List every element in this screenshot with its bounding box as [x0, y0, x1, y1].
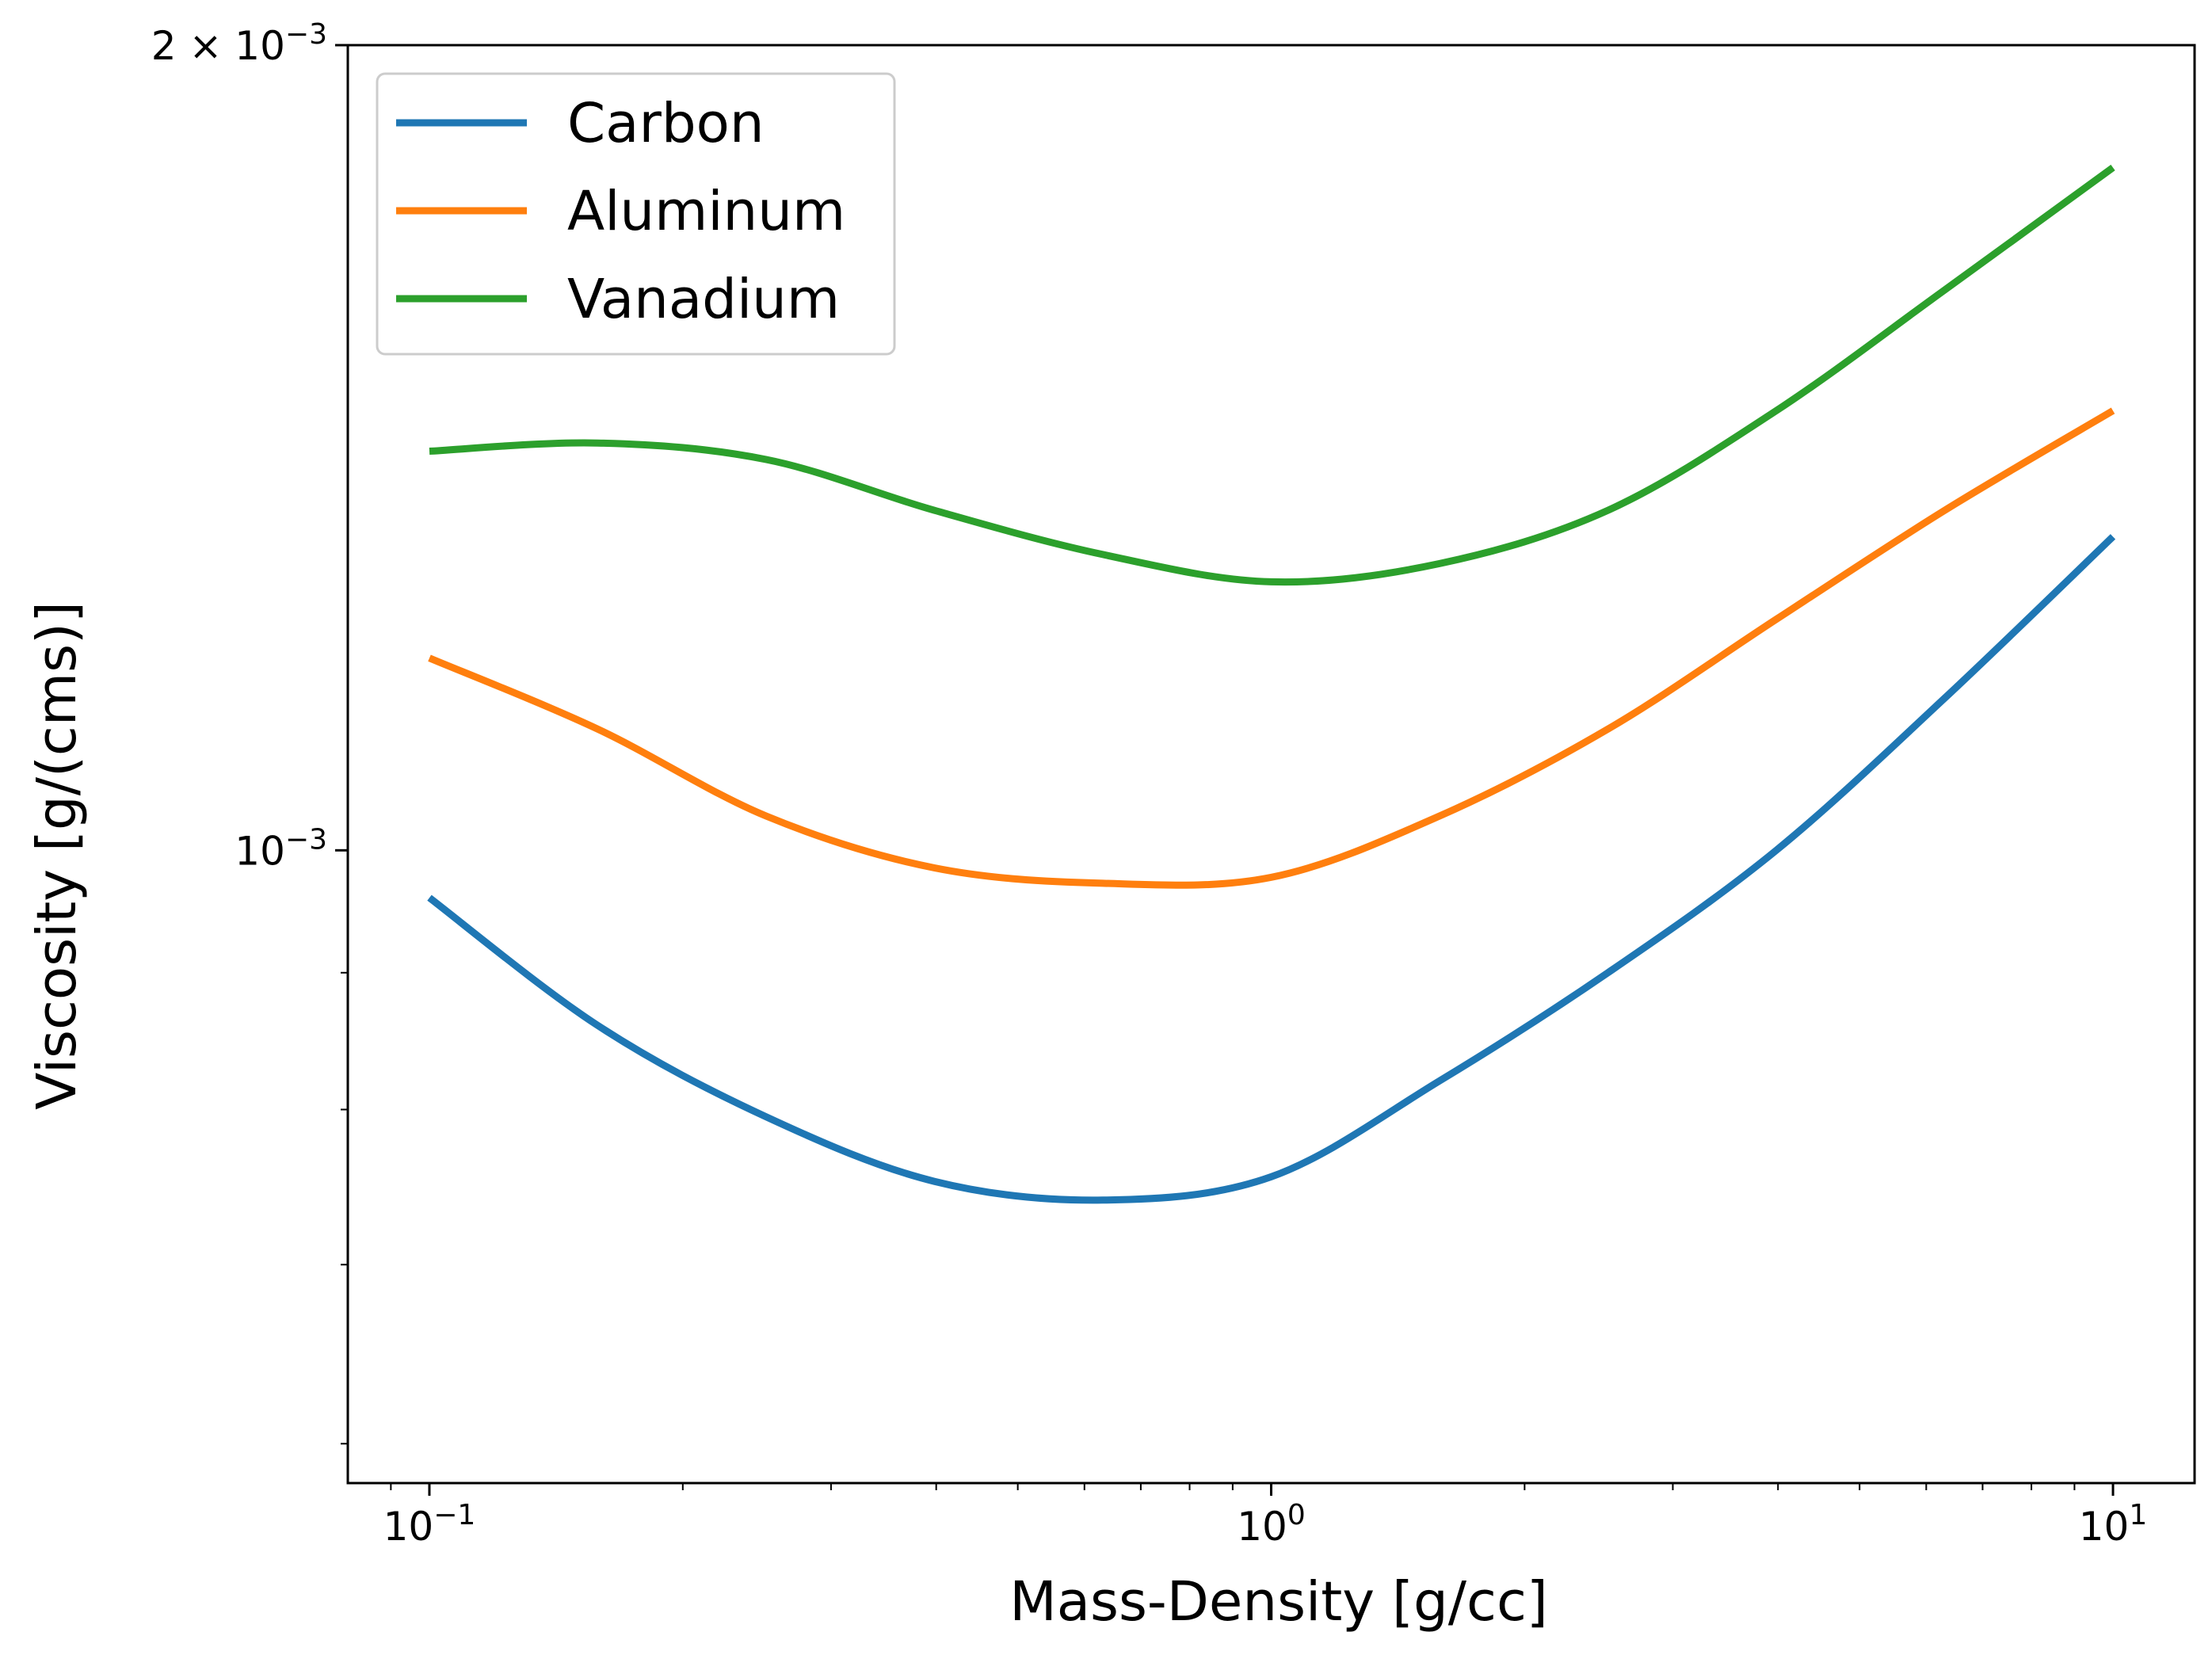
- y-axis: 10−3 2 × 10−3: [151, 18, 348, 1445]
- x-tick-label: 10−1: [383, 1499, 476, 1550]
- legend-label-carbon: Carbon: [567, 92, 765, 155]
- x-axis: 10−1 100 101: [383, 1483, 2148, 1550]
- y-tick-label: 10−3: [235, 823, 327, 874]
- y-tick-label: 2 × 10−3: [151, 18, 327, 69]
- x-tick-label: 100: [1237, 1499, 1306, 1550]
- x-tick-label: 101: [2079, 1499, 2148, 1550]
- legend-label-vanadium: Vanadium: [567, 268, 840, 331]
- legend-frame: [376, 72, 896, 356]
- legend-items: Carbon Aluminum Vanadium: [396, 92, 845, 331]
- y-axis-label: Viscosity [g/(cms)]: [25, 601, 89, 1110]
- x-axis-label: Mass-Density [g/cc]: [1009, 1570, 1548, 1634]
- legend-label-aluminum: Aluminum: [567, 180, 845, 243]
- series-line-carbon: [427, 534, 2116, 1204]
- series-line-aluminum: [428, 407, 2115, 889]
- series-line-vanadium: [429, 164, 2115, 586]
- legend: Carbon Aluminum Vanadium: [376, 72, 896, 356]
